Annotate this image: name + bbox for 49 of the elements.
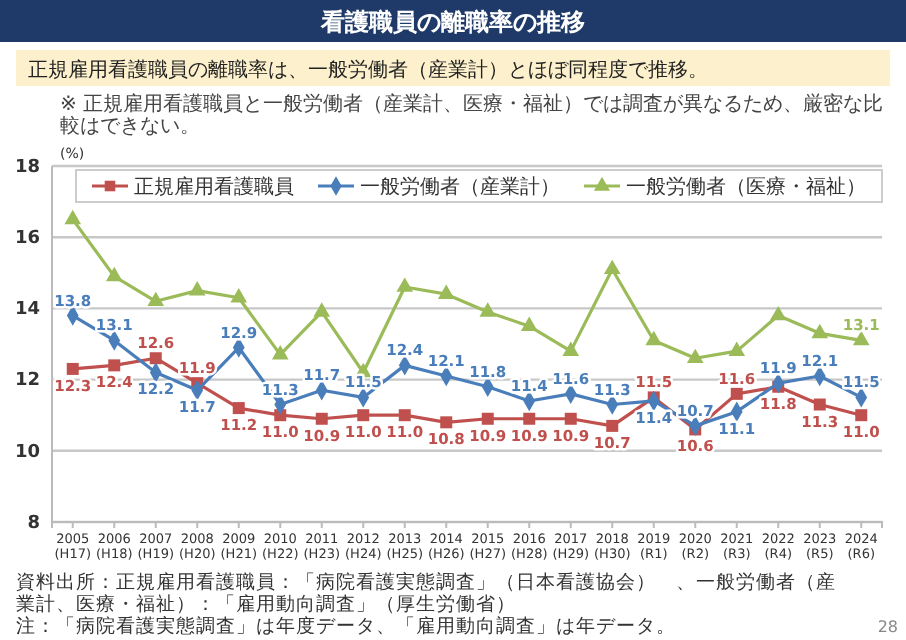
text: 28: [877, 618, 898, 636]
point: [357, 409, 370, 422]
point: [481, 412, 494, 425]
point: [437, 284, 455, 299]
point: [108, 359, 121, 372]
point: [232, 402, 245, 415]
point: [562, 341, 580, 356]
point: [105, 266, 123, 282]
point: [479, 302, 497, 317]
point: [811, 323, 829, 339]
point: [520, 316, 538, 332]
point: [230, 288, 248, 303]
point: [64, 209, 82, 225]
point: [855, 409, 868, 422]
point: [603, 259, 621, 275]
point: [147, 291, 165, 307]
point: [398, 409, 411, 422]
point: [606, 419, 619, 432]
point: [686, 348, 704, 364]
point: [66, 362, 79, 375]
point: [313, 302, 331, 317]
point: [188, 280, 206, 296]
text: 資料出所：正規雇用看護職員：「病院看護実態調査」（日本看護協会） 、一般労働者（産業計、医療・福祉）：「雇用動向調査」（厚生労働省）: [16, 570, 836, 616]
point: [149, 352, 162, 365]
legend-label: 一般労働者（医療・福祉）: [626, 175, 866, 199]
y-tick-label: 8: [27, 513, 40, 534]
point: [852, 330, 870, 346]
legend-label: 一般労働者（産業計）: [360, 175, 560, 199]
y-tick-label: 12: [14, 371, 40, 392]
point: [813, 398, 826, 411]
y-tick-label: 18: [14, 157, 40, 178]
chart-subtitle: 正規雇用看護職員の離職率は、一般労働者（産業計）とほぼ同程度で推移。: [28, 58, 708, 82]
text: 注：「病院看護実態調査」は年度データ、「雇用動向調査」は年データ。: [16, 614, 676, 638]
point: [271, 345, 289, 360]
point: [315, 412, 328, 425]
legend-label: 正規雇用看護職員: [134, 175, 294, 199]
point: [523, 412, 536, 425]
point: [396, 277, 414, 292]
y-tick-label: 10: [14, 442, 40, 463]
y-tick-label: 16: [14, 228, 40, 249]
point: [728, 341, 746, 356]
point: [769, 305, 787, 321]
y-tick-label: 14: [14, 300, 40, 321]
point: [645, 330, 663, 346]
text: ※ 正規雇用看護職員と一般労働者（産業計、医療・福祉）では調査が異なるため、厳密な比較はできない。: [60, 92, 884, 138]
point: [730, 387, 743, 400]
point: [564, 412, 577, 425]
chart-title: 看護職員の離職率の推移: [319, 8, 585, 36]
point: [440, 416, 453, 429]
